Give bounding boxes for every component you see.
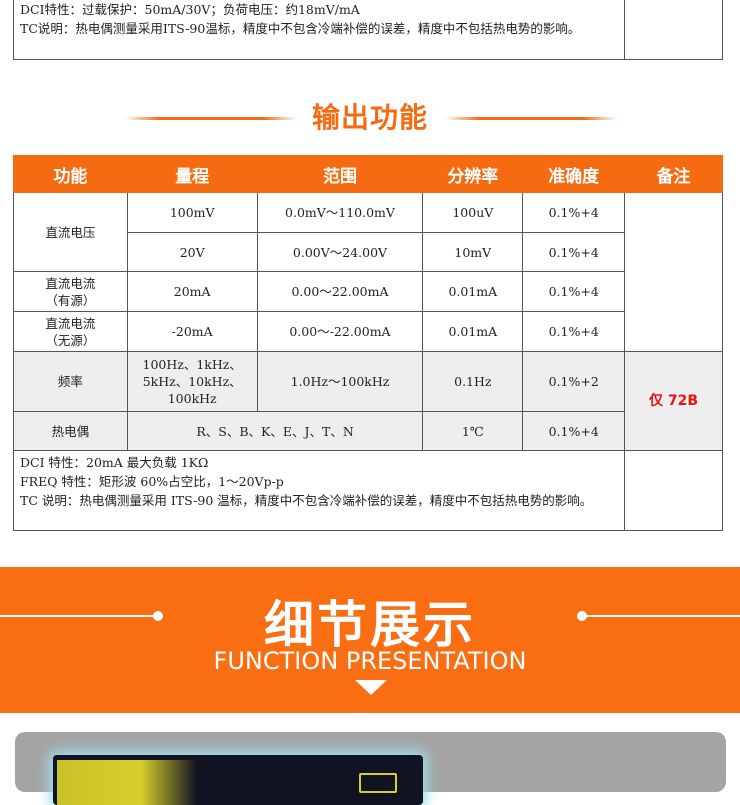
note-line: DCI 特性：20mA 最大负载 1KΩ [20,455,209,470]
previous-table-notes: DCI特性：过载保护：50mA/30V；负荷电压：约18mV/mA TC说明：热… [13,0,723,60]
banner-title: 细节展示 [264,596,476,654]
table-row: 直流电压 100mV 0.0mV～110.0mV 100uV 0.1%+4 [13,192,723,352]
accuracy-cell: 0.1%+4 [522,232,626,272]
notes-text: DCI特性：过载保护：50mA/30V；负荷电压：约18mV/mA TC说明：热… [14,0,625,59]
resolution-cell: 0.1Hz [422,351,524,412]
remark-cell [624,192,723,352]
note-line: TC 说明：热电偶测量采用 ITS-90 温标，精度中不包含冷端补偿的误差，精度… [20,493,593,508]
resolution-cell: 100uV [422,192,524,233]
range-cell: 100Hz、1kHz、 5kHz、10kHz、 100kHz [126,351,258,412]
banner-subtitle: FUNCTION PRESENTATION [213,647,527,675]
header-cell: 分辨率 [422,155,524,193]
accuracy-cell: 0.1%+4 [522,192,626,233]
lcd-backlight [57,760,197,805]
accuracy-cell: 0.1%+2 [522,351,626,412]
header-cell: 功能 [13,155,128,193]
note-line: FREQ 特性：矩形波 60%占空比，1～20Vp-p [20,474,284,489]
func-cell: 频率 [13,351,128,412]
resolution-cell: 0.01mA [422,271,524,312]
func-cell: 直流电压 [13,192,128,272]
title-divider-right [445,117,617,120]
header-cell: 备注 [624,155,723,193]
span-cell: 1.0Hz～100kHz [256,351,424,412]
span-cell: 0.00～-22.00mA [256,311,424,352]
banner-dot-left [153,611,163,621]
table-row: 20V 0.00V～24.00V 10mV 0.1%+4 [14,232,723,272]
resolution-cell: 10mV [422,232,524,272]
banner-divider-right [582,615,740,617]
output-function-table: 功能 量程 范围 分辨率 准确度 备注 直流电压 100mV 0.0mV～110… [12,155,723,531]
table-header: 功能 量程 范围 分辨率 准确度 备注 [13,155,723,193]
section-title: 输出功能 [311,101,428,134]
detail-banner: 细节展示 FUNCTION PRESENTATION [0,567,740,713]
span-cell: 0.00V～24.00V [256,232,424,272]
range-cell: -20mA [126,311,258,352]
device-detail-image [15,732,726,805]
range-cell: 20V [126,232,258,272]
func-cell: 热电偶 [13,411,128,451]
note-line: TC说明：热电偶测量采用ITS-90温标，精度中不包含冷端补偿的误差，精度中不包… [20,21,581,36]
func-cell: 直流电流 （无源） [13,311,128,352]
banner-dot-right [577,611,587,621]
accuracy-cell: 0.1%+4 [522,411,626,451]
title-divider-left [125,117,297,120]
table-row: 直流电流 （无源） -20mA 0.00～-22.00mA 0.01mA 0.1… [13,311,723,352]
table-row: 频率 100Hz、1kHz、 5kHz、10kHz、 100kHz 1.0Hz～… [13,351,723,451]
tc-types-cell: R、S、B、K、E、J、T、N [126,411,424,451]
header-cell: 准确度 [522,155,626,193]
remark-72b: 仅 72B [624,351,723,451]
resolution-cell: 1℃ [422,411,524,451]
note-line: DCI特性：过载保护：50mA/30V；负荷电压：约18mV/mA [20,2,360,17]
header-cell: 量程 [126,155,258,193]
table-row: 热电偶 R、S、B、K、E、J、T、N 1℃ 0.1%+4 [13,411,723,451]
func-cell: 直流电流 （有源） [13,271,128,312]
range-line: 5kHz、10kHz、 [142,374,242,389]
accuracy-cell: 0.1%+4 [522,311,626,352]
span-cell: 0.0mV～110.0mV [256,192,424,233]
lcd-display [53,755,423,805]
remark-cell [624,450,723,531]
range-cell: 100mV [126,192,258,233]
header-cell: 范围 [256,155,424,193]
notes-row: DCI 特性：20mA 最大负载 1KΩ FREQ 特性：矩形波 60%占空比，… [12,450,723,531]
notes-cell: DCI 特性：20mA 最大负载 1KΩ FREQ 特性：矩形波 60%占空比，… [12,450,626,531]
down-arrow-icon [355,680,387,695]
resolution-cell: 0.01mA [422,311,524,352]
span-cell: 0.00～22.00mA [256,271,424,312]
battery-icon [359,773,397,793]
range-line: 100kHz [167,391,217,406]
banner-divider-left [0,615,158,617]
table-row: 直流电流 （有源） 20mA 0.00～22.00mA 0.01mA 0.1%+… [13,271,723,312]
range-cell: 20mA [126,271,258,312]
accuracy-cell: 0.1%+4 [522,271,626,312]
range-line: 100Hz、1kHz、 [142,357,242,372]
